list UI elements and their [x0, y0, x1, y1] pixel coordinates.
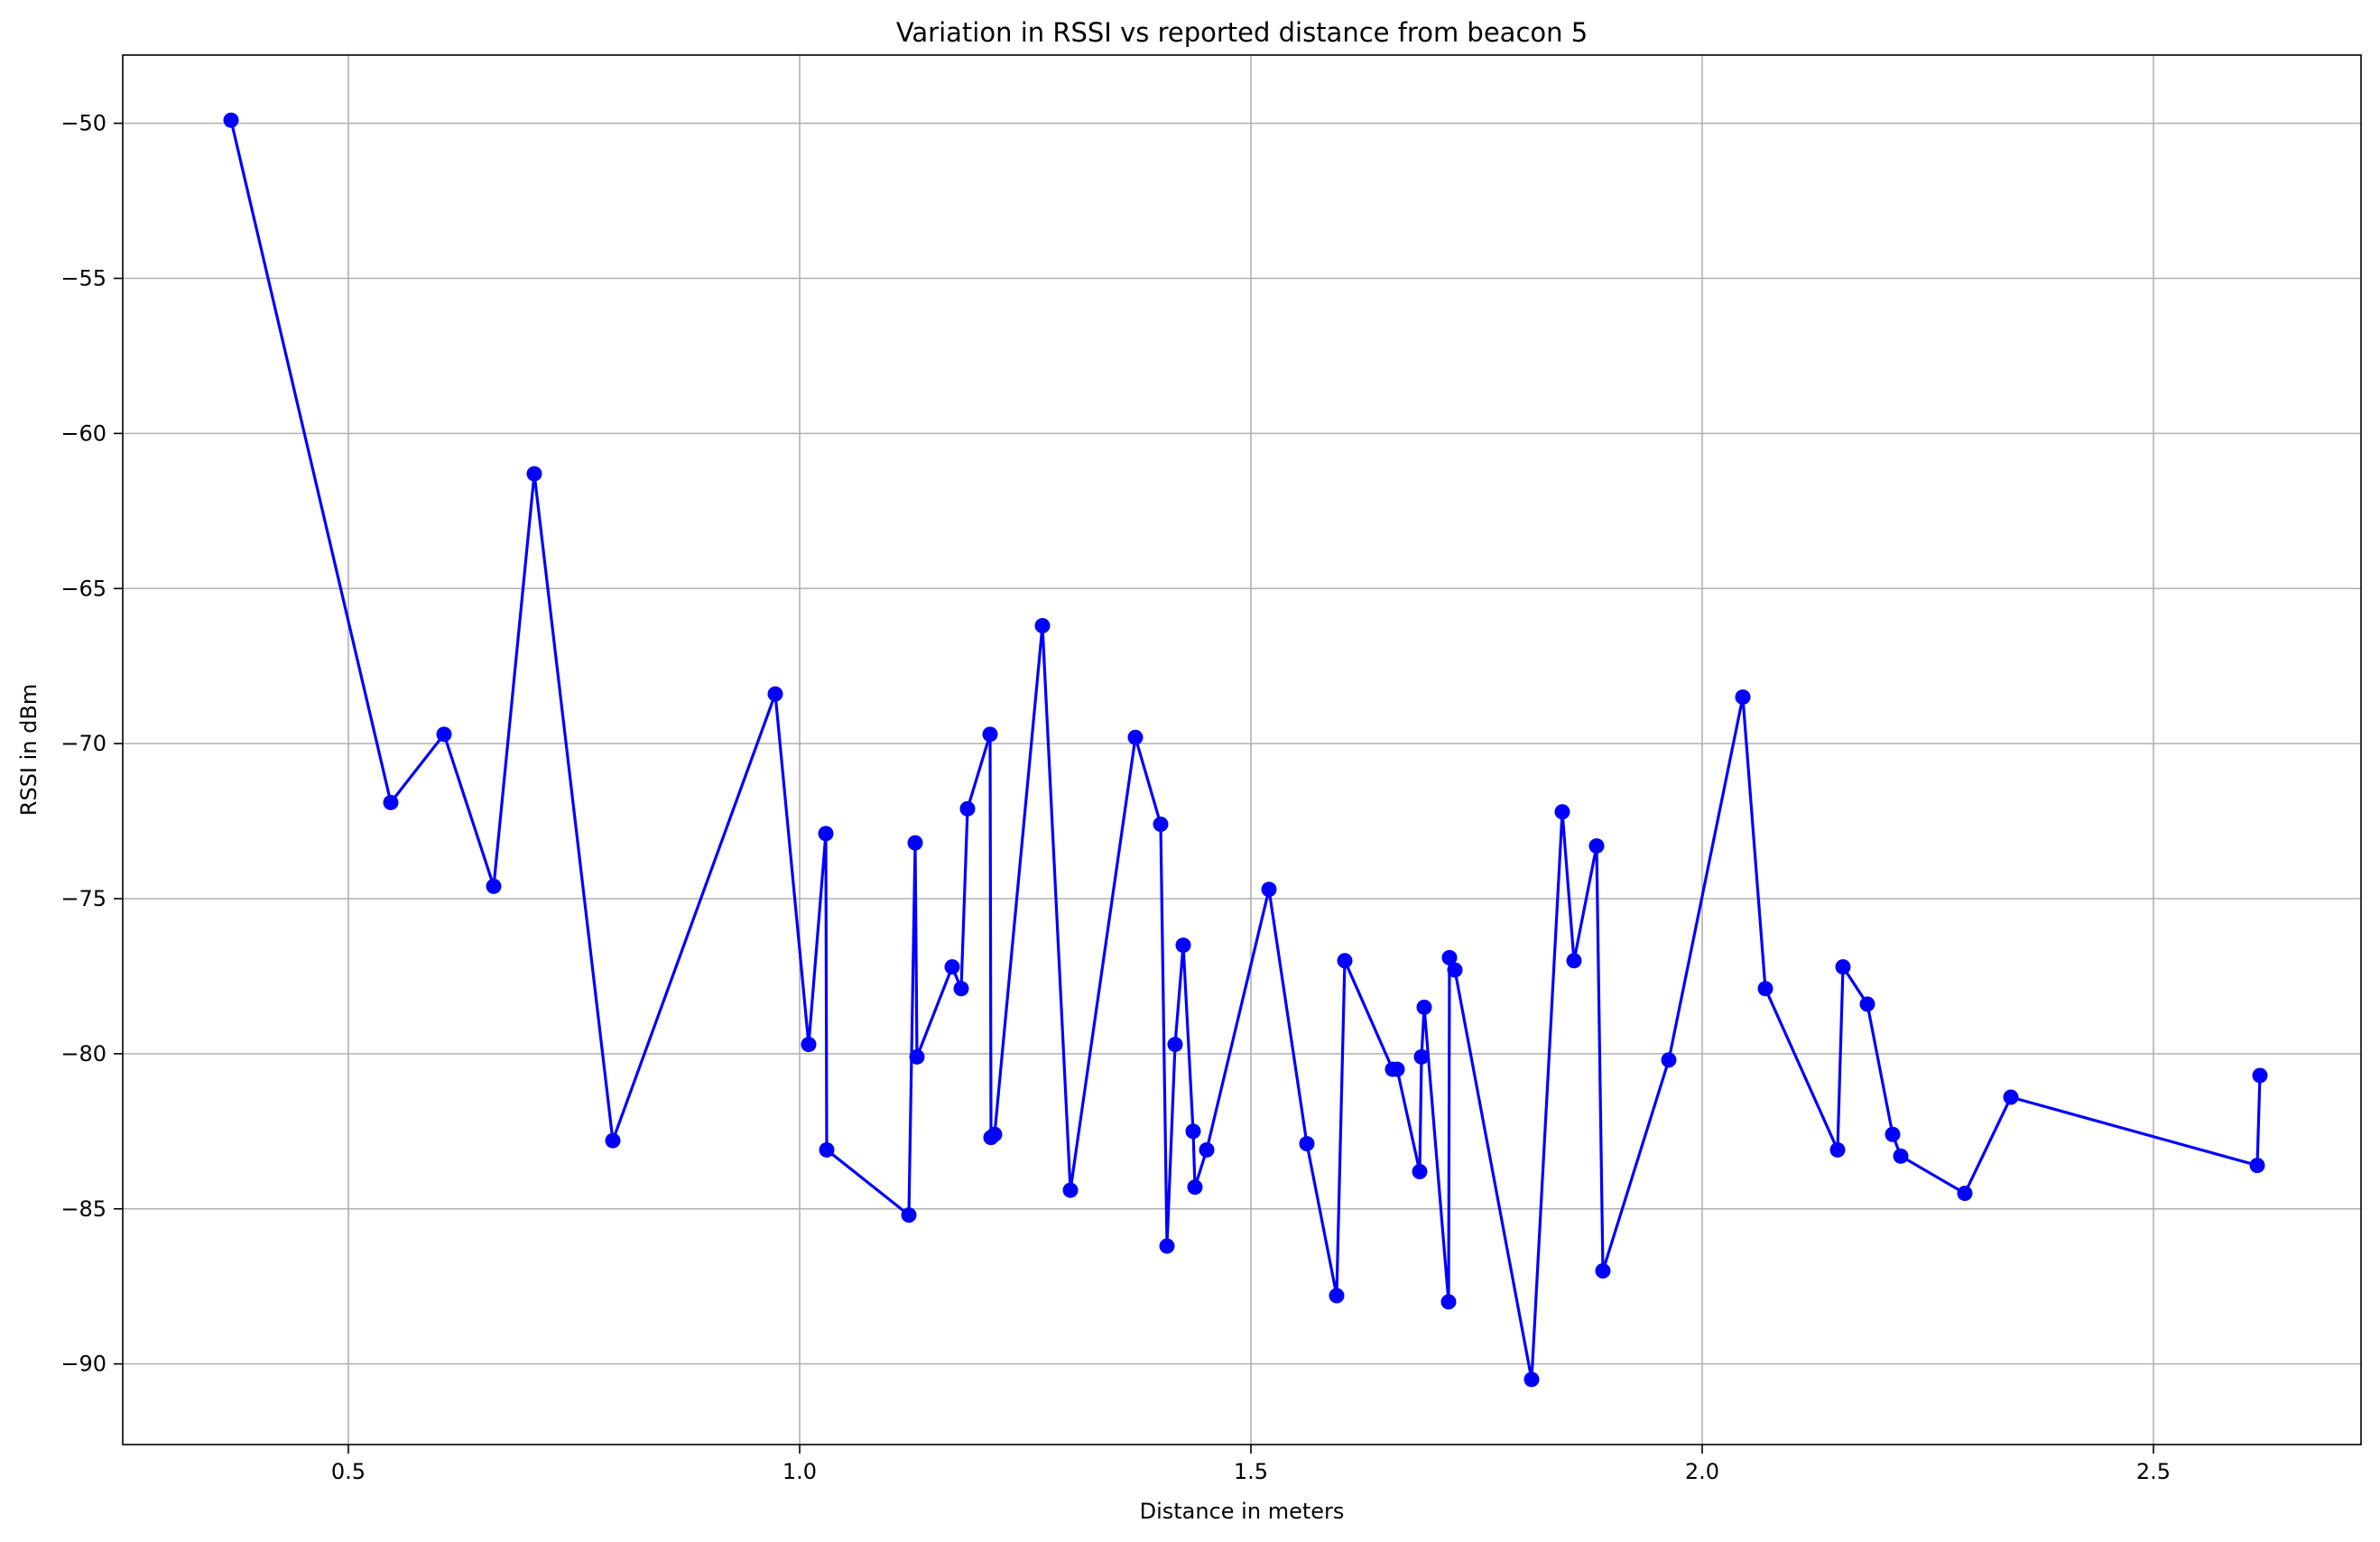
- data-point: [1329, 1288, 1345, 1304]
- data-point: [1829, 1141, 1846, 1158]
- data-point: [818, 826, 834, 842]
- data-point: [1299, 1136, 1315, 1152]
- data-point: [486, 878, 502, 894]
- data-point: [767, 686, 783, 702]
- data-point: [1416, 999, 1432, 1015]
- data-point: [907, 835, 923, 851]
- data-point: [1661, 1052, 1677, 1068]
- data-point: [819, 1141, 835, 1158]
- data-point: [1413, 1048, 1430, 1065]
- data-point: [1885, 1126, 1901, 1142]
- data-point: [1034, 618, 1051, 633]
- y-tick-label: −90: [60, 1352, 106, 1377]
- y-tick-label: −60: [60, 420, 106, 446]
- data-point: [1566, 953, 1582, 969]
- data-point: [801, 1037, 817, 1053]
- x-tick-label: 1.5: [1234, 1459, 1268, 1484]
- y-axis-label: RSSI in dBm: [16, 684, 42, 816]
- data-point: [1167, 1037, 1183, 1053]
- data-point: [1588, 838, 1605, 854]
- y-tick-label: −75: [60, 886, 106, 911]
- data-point: [1893, 1148, 1909, 1164]
- grid: [123, 55, 2361, 1445]
- data-point: [2003, 1089, 2019, 1105]
- plot-frame: [122, 54, 2362, 1445]
- data-point: [605, 1132, 621, 1149]
- data-point: [959, 800, 976, 817]
- data-point: [1062, 1182, 1079, 1198]
- data-point: [909, 1048, 925, 1065]
- data-point: [1554, 804, 1570, 820]
- data-point: [1595, 1263, 1611, 1279]
- x-tick-label: 2.0: [1685, 1459, 1719, 1484]
- data-point: [1153, 817, 1169, 832]
- x-axis: 0.5 1.0 1.5 2.0 2.5: [331, 1445, 2171, 1484]
- data-point: [1199, 1141, 1215, 1158]
- data-point: [1735, 689, 1751, 706]
- y-tick-label: −80: [60, 1041, 106, 1066]
- data-point: [944, 959, 960, 975]
- data-point: [1447, 962, 1463, 978]
- data-point: [986, 1126, 1003, 1142]
- data-point: [1412, 1164, 1428, 1179]
- data-point: [1957, 1186, 1973, 1202]
- y-tick-label: −50: [60, 111, 106, 136]
- data-point: [953, 981, 969, 997]
- data-point: [1185, 1123, 1201, 1140]
- chart-title: Variation in RSSI vs reported distance f…: [896, 17, 1588, 48]
- data-point: [526, 466, 542, 482]
- data-point: [1835, 959, 1851, 975]
- data-series: [223, 112, 2268, 1388]
- data-point: [982, 726, 998, 743]
- x-tick-label: 0.5: [331, 1459, 366, 1484]
- data-point: [223, 112, 239, 128]
- data-point: [1523, 1371, 1540, 1388]
- data-point: [1175, 937, 1191, 954]
- y-tick-label: −65: [60, 576, 106, 601]
- data-point: [2252, 1067, 2268, 1084]
- series-line: [229, 119, 2262, 1381]
- x-tick-label: 2.5: [2136, 1459, 2171, 1484]
- y-axis: −50 −55 −60 −65 −70 −75 −80 −85 −90: [60, 111, 123, 1377]
- y-tick-label: −85: [60, 1196, 106, 1222]
- data-point: [1440, 1294, 1457, 1310]
- x-tick-label: 1.0: [783, 1459, 817, 1484]
- data-point: [1337, 953, 1353, 969]
- data-point: [1261, 882, 1277, 898]
- data-point: [2249, 1158, 2265, 1174]
- data-point: [436, 726, 452, 743]
- data-point: [1441, 949, 1458, 965]
- data-point: [901, 1207, 917, 1223]
- y-tick-label: −70: [60, 731, 106, 756]
- data-point: [1187, 1179, 1203, 1196]
- data-point: [1127, 729, 1144, 745]
- y-tick-label: −55: [60, 266, 106, 291]
- data-point: [1159, 1238, 1175, 1254]
- data-point: [1389, 1061, 1405, 1077]
- data-point: [1859, 996, 1875, 1012]
- data-point: [1757, 981, 1773, 997]
- data-point: [383, 794, 399, 810]
- x-axis-label: Distance in meters: [1140, 1499, 1345, 1524]
